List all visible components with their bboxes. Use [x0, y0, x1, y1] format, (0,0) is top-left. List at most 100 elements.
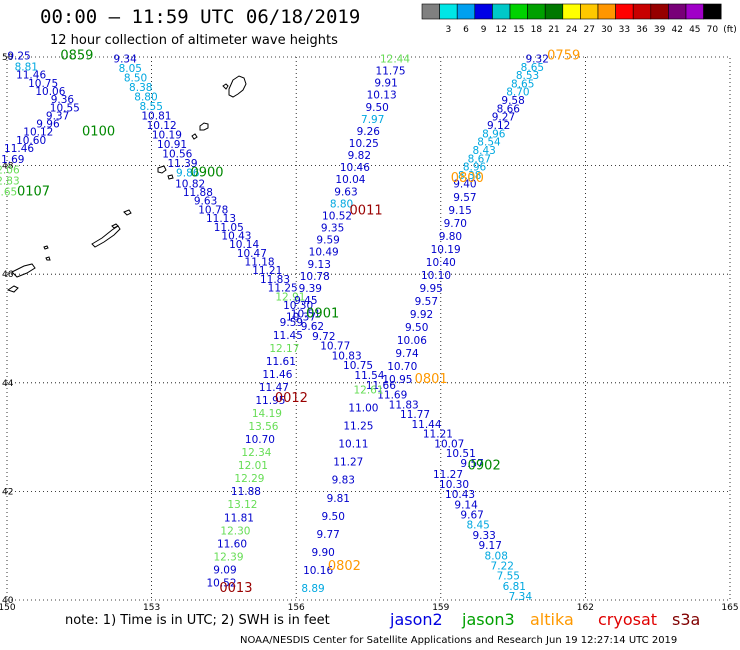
swh-value: 7.34	[509, 591, 533, 603]
swh-value: 14.19	[252, 408, 282, 420]
colorbar-tick-label: 6	[463, 25, 469, 35]
swh-value: 12.65	[0, 186, 17, 198]
swh-value: 9.70	[444, 218, 467, 230]
map-axes: 150 153 156 159 162 165 50 48 46 44 42 40	[0, 53, 739, 610]
pass-time-label: 0901	[306, 307, 339, 322]
swh-value: 10.70	[387, 361, 417, 373]
pass-time-label: 0759	[547, 49, 580, 64]
swh-value: 10.12	[147, 120, 177, 132]
swh-value: 10.06	[35, 86, 65, 98]
map-title: 00:00 – 11:59 UTC 06/18/2019	[40, 6, 361, 28]
swh-value: 12.83	[0, 176, 20, 188]
swh-value: 10.81	[141, 110, 171, 122]
island-outline	[6, 285, 19, 293]
swh-value: 10.52	[322, 210, 352, 222]
colorbar-tick-label: 36	[636, 25, 648, 35]
swh-value: 10.70	[245, 434, 275, 446]
swh-value: 11.21	[252, 265, 282, 277]
island-outline	[191, 133, 198, 140]
swh-value: 10.43	[221, 230, 251, 242]
swh-value: 8.80	[330, 198, 353, 210]
kuril-islands-coastline	[6, 75, 247, 293]
swh-value: 8.67	[468, 153, 491, 165]
swh-value: 9.17	[479, 540, 502, 552]
swh-value: 10.12	[23, 127, 53, 139]
swh-value: 9.81	[327, 493, 350, 505]
swh-value: 10.30	[439, 479, 469, 491]
swh-value: 9.80	[439, 231, 462, 243]
swh-value: 10.77	[320, 341, 350, 353]
swh-value: 11.27	[433, 469, 463, 481]
swh-value: 10.91	[157, 139, 187, 151]
swh-value: 9.57	[460, 458, 483, 470]
swh-value: 9.35	[321, 223, 344, 235]
swh-value: 8.43	[472, 145, 495, 157]
swh-value: 9.14	[454, 499, 478, 511]
swh-value: 10.78	[300, 271, 330, 283]
swh-value: 9.74	[395, 348, 419, 360]
map-subtitle: 12 hour collection of altimeter wave hei…	[50, 33, 338, 48]
colorbar-tick-label: 30	[601, 25, 613, 35]
swh-value: 9.95	[419, 283, 442, 295]
swh-value: 11.60	[217, 538, 247, 550]
colorbar-tick-label: 9	[481, 25, 487, 35]
map-frame	[6, 56, 731, 601]
swh-value: 9.15	[448, 205, 471, 217]
swh-value: 11.18	[245, 257, 275, 269]
swh-value: 11.39	[167, 158, 197, 170]
swh-value: 10.55	[50, 102, 80, 114]
swh-value: 12.17	[269, 343, 299, 355]
swh-value: 8.80	[134, 91, 157, 103]
colorbar-tick-label: 24	[566, 25, 578, 35]
swh-value: 11.88	[183, 187, 213, 199]
island-outline	[11, 263, 36, 278]
pass-time-label: 0859	[60, 49, 93, 64]
swh-value: 12.61	[353, 385, 383, 397]
swh-value: 12.91	[275, 291, 305, 303]
latitude-tick-label: 48	[2, 162, 14, 172]
swh-value: 11.83	[260, 274, 290, 286]
swh-value: 9.86	[176, 167, 200, 179]
swh-value: 8.38	[129, 82, 152, 94]
swh-value: 9.77	[316, 529, 339, 541]
swh-value: 8.38	[458, 170, 481, 182]
pass-time-label: 0800	[451, 171, 484, 186]
swh-value: 12.29	[234, 473, 264, 485]
credit-line: NOAA/NESDIS Center for Satellite Applica…	[240, 635, 678, 646]
swh-value: 9.09	[213, 564, 236, 576]
swh-value: 9.27	[492, 112, 515, 124]
colorbar-tick-label: 27	[583, 25, 594, 35]
swh-value: 7.55	[497, 571, 520, 583]
swh-value: 8.55	[140, 101, 163, 113]
swh-value: 11.00	[348, 403, 378, 415]
longitude-tick-label: 156	[288, 603, 305, 610]
swh-value: 10.83	[332, 350, 362, 362]
swh-value: 9.26	[357, 126, 381, 138]
swh-value: 11.66	[366, 380, 396, 392]
swh-value: 10.25	[349, 138, 379, 150]
swh-value: 10.37	[286, 311, 316, 323]
swh-value: 10.60	[16, 135, 46, 147]
colorbar-tick-label: 21	[548, 25, 559, 35]
swh-value: 13.12	[227, 499, 257, 511]
swh-value: 8.89	[301, 583, 324, 595]
swh-value: 12.44	[380, 53, 410, 65]
colorbar-tick-label: 15	[513, 25, 524, 35]
swh-value: 8.70	[506, 87, 529, 99]
latitude-tick-label: 44	[2, 379, 14, 389]
swh-value: 8.96	[463, 162, 487, 174]
swh-value: 11.44	[411, 419, 441, 431]
wave-height-colorbar: 3 6 9 12 15 18 21 24 27 30 33 36 39 42 45 70 (ft)	[421, 3, 737, 35]
swh-value: 12.06	[0, 165, 20, 177]
swh-value: 9.63	[334, 186, 357, 198]
swh-value: 11.83	[389, 399, 419, 411]
swh-value: 11.25	[343, 421, 373, 433]
swh-value: 9.34	[113, 53, 137, 65]
swh-value: 9.32	[526, 53, 549, 65]
swh-value: 10.95	[382, 374, 412, 386]
swh-value: 11.13	[206, 213, 236, 225]
swh-value: 12.39	[213, 551, 243, 563]
pass-time-label: 0801	[415, 372, 448, 387]
swh-value: 10.13	[367, 90, 397, 102]
